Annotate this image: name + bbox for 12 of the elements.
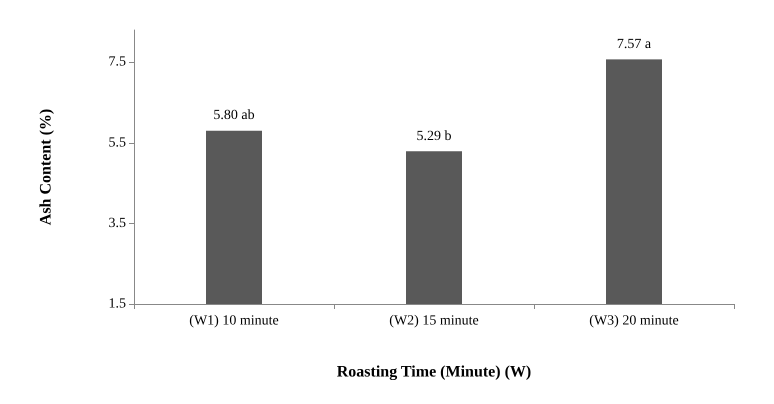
data-label: 5.80 ab xyxy=(213,108,255,124)
x-tick-label: (W1) 10 minute xyxy=(189,314,279,328)
x-axis-title: Roasting Time (Minute) (W) xyxy=(336,364,532,380)
x-tick-label: (W3) 20 minute xyxy=(589,314,679,328)
data-label: 5.29 b xyxy=(416,128,452,144)
y-tick-label: 5.5 xyxy=(108,135,126,150)
x-tick-label: (W2) 15 minute xyxy=(389,314,479,328)
y-tick-label: 3.5 xyxy=(108,216,126,231)
data-label: 7.57 a xyxy=(616,36,652,52)
y-axis-title: Ash Content (%) xyxy=(38,108,54,226)
y-tick-label: 7.5 xyxy=(108,54,126,70)
y-tick-label: 1.5 xyxy=(108,296,126,312)
